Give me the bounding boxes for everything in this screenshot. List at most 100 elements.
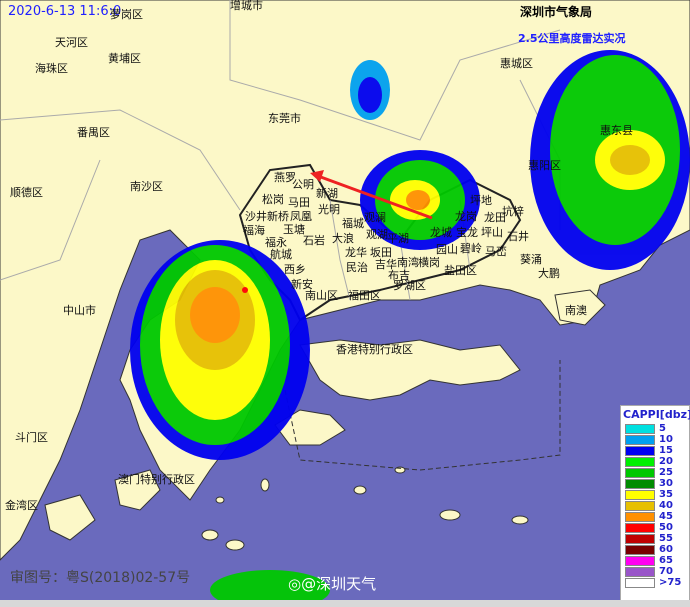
- legend-item: 55: [625, 533, 689, 544]
- place-label: 沙井: [245, 210, 267, 223]
- place-label: 玉塘: [283, 223, 305, 236]
- place-label: 顺德区: [10, 186, 43, 199]
- place-label: 龙华: [345, 246, 367, 259]
- place-label: 碧岭: [460, 242, 482, 255]
- legend-swatch: [625, 533, 655, 544]
- legend-item: >75: [625, 577, 689, 588]
- legend-label: 20: [659, 456, 673, 467]
- place-label: 坪山: [481, 226, 503, 239]
- legend-swatch: [625, 434, 655, 445]
- legend-swatch: [625, 445, 655, 456]
- place-label: 惠阳区: [528, 159, 561, 172]
- place-label: 番禺区: [77, 126, 110, 139]
- place-label: 坂田: [370, 246, 392, 259]
- legend-label: 5: [659, 423, 666, 434]
- legend-swatch: [625, 555, 655, 566]
- place-label: 新安: [291, 278, 313, 291]
- place-label: 马峦: [485, 245, 507, 258]
- place-label: 福海: [243, 224, 265, 237]
- place-label: 新桥: [267, 210, 289, 223]
- legend-item: 50: [625, 522, 689, 533]
- place-label: 燕罗: [274, 171, 296, 184]
- place-label: 龙岗: [455, 210, 477, 223]
- legend-swatch: [625, 489, 655, 500]
- place-label: 大鹏: [538, 267, 560, 280]
- place-label: 南澳: [565, 304, 587, 317]
- place-label: 澳门特别行政区: [118, 473, 195, 486]
- place-label: 石岩: [303, 234, 325, 247]
- legend-item: 65: [625, 555, 689, 566]
- legend-swatch: [625, 577, 655, 588]
- place-label: 大浪: [332, 232, 354, 245]
- legend-label: 45: [659, 511, 673, 522]
- legend-label: 50: [659, 522, 673, 533]
- legend-swatch: [625, 566, 655, 577]
- legend-item: 25: [625, 467, 689, 478]
- place-label: 金湾区: [5, 499, 38, 512]
- legend-label: 25: [659, 467, 673, 478]
- place-label: 石井: [507, 230, 529, 243]
- place-label: 吉华: [375, 258, 397, 271]
- place-label: 公明: [292, 178, 314, 191]
- place-label: 天河区: [55, 36, 88, 49]
- place-label: 福田区: [348, 289, 381, 302]
- place-label: 坪地: [470, 194, 492, 207]
- place-label: 增城市: [230, 0, 263, 12]
- place-label: 布吉: [388, 269, 410, 282]
- place-label: 观澜: [364, 211, 386, 224]
- legend-label: 40: [659, 500, 673, 511]
- legend-swatch: [625, 478, 655, 489]
- legend-swatch: [625, 544, 655, 555]
- legend-item: 60: [625, 544, 689, 555]
- place-label: 香港特别行政区: [336, 343, 413, 356]
- place-label: 葵涌: [520, 253, 542, 266]
- legend-swatch: [625, 423, 655, 434]
- legend-label: 65: [659, 555, 673, 566]
- legend-swatch: [625, 467, 655, 478]
- place-label: 罗湖区: [393, 279, 426, 292]
- watermark-text: @深圳天气: [301, 575, 377, 593]
- agency-name: 深圳市气象局: [520, 5, 593, 19]
- place-label: 盐田区: [444, 264, 477, 277]
- land-lantau: [274, 409, 346, 446]
- place-label: 南沙区: [130, 180, 163, 193]
- map-approval-number: 审图号：粤S(2018)02-57号: [10, 570, 191, 586]
- legend-item: 10: [625, 434, 689, 445]
- legend-item: 30: [625, 478, 689, 489]
- place-label: 海珠区: [35, 62, 68, 75]
- land-macau: [114, 469, 161, 511]
- legend-swatch: [625, 500, 655, 511]
- land-island: [44, 494, 96, 541]
- place-label: 东莞市: [268, 112, 301, 125]
- place-label: 马田: [288, 196, 310, 209]
- arrow-head-icon: [310, 170, 324, 182]
- legend-label: 30: [659, 478, 673, 489]
- hk-sea-border: [284, 360, 561, 471]
- place-label: 惠城区: [500, 57, 533, 70]
- annotation-arrow: [317, 174, 433, 220]
- place-label: 航城: [270, 248, 292, 261]
- legend-item: 15: [625, 445, 689, 456]
- place-label: 松岗: [262, 193, 284, 206]
- legend-swatch: [625, 456, 655, 467]
- legend-label: 55: [659, 533, 673, 544]
- place-label: 福城: [342, 217, 364, 230]
- place-label: 中山市: [63, 304, 96, 317]
- place-label: 民治: [346, 261, 368, 274]
- legend-item: 40: [625, 500, 689, 511]
- legend-swatch: [625, 522, 655, 533]
- legend-swatch: [625, 511, 655, 522]
- place-label: 园山: [436, 243, 458, 256]
- place-label: 新湖: [316, 187, 338, 200]
- product-title: 2.5公里高度雷达实况: [518, 32, 626, 45]
- land-hongkong: [299, 339, 521, 401]
- radar-echoes: [130, 50, 690, 607]
- place-label: 光明: [318, 203, 340, 216]
- islands: [201, 466, 529, 551]
- place-label: 宝龙: [456, 226, 478, 239]
- place-label: 龙田: [484, 211, 506, 224]
- legend-item: 35: [625, 489, 689, 500]
- weibo-icon: ◎: [288, 575, 302, 593]
